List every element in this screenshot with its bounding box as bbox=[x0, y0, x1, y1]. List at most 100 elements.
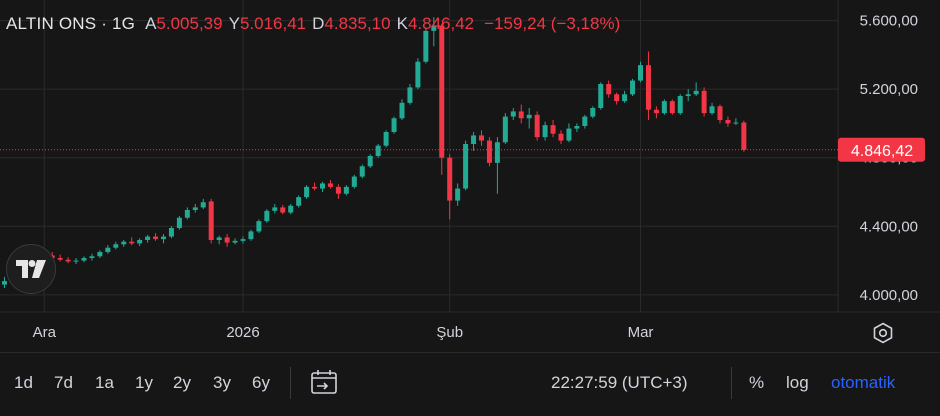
candle-body bbox=[153, 236, 159, 240]
candle-body bbox=[614, 94, 620, 102]
candle-body bbox=[653, 109, 659, 114]
candle-body bbox=[208, 201, 214, 240]
candle-body bbox=[168, 228, 174, 237]
candle-body bbox=[81, 258, 87, 261]
candle-body bbox=[455, 188, 461, 201]
candle-body bbox=[343, 186, 349, 194]
candle-body bbox=[630, 80, 636, 95]
high-label: Y bbox=[228, 14, 240, 33]
symbol-header: ALTIN ONS · 1G A 5.005,39 Y 5.016,41 D 4… bbox=[6, 14, 620, 34]
candle-body bbox=[725, 120, 731, 124]
close-value: 4.846,42 bbox=[407, 14, 475, 33]
candle-body bbox=[161, 236, 166, 240]
candle-body bbox=[590, 108, 596, 117]
candle-body bbox=[415, 61, 421, 88]
candle-body bbox=[335, 186, 341, 194]
range-3y-button[interactable]: 3y bbox=[213, 373, 231, 392]
candle-body bbox=[439, 25, 445, 158]
candle-body bbox=[2, 281, 7, 285]
candle-body bbox=[121, 241, 127, 245]
candle-body bbox=[264, 210, 270, 222]
price-tick-label: 4.400,00 bbox=[860, 218, 918, 235]
time-display[interactable]: 22:27:59 (UTC+3) bbox=[551, 373, 688, 392]
close-label: K bbox=[396, 14, 408, 33]
candle-body bbox=[304, 186, 310, 198]
range-1a-button[interactable]: 1a bbox=[95, 373, 114, 392]
candle-body bbox=[224, 237, 230, 243]
candle-body bbox=[137, 240, 143, 244]
last-price-label: 4.846,42 bbox=[851, 143, 913, 160]
candle-body bbox=[661, 101, 667, 114]
change-value: −159,24 (−3,18%) bbox=[484, 14, 621, 33]
high-value: 5.016,41 bbox=[239, 14, 307, 33]
candle-body bbox=[145, 236, 151, 240]
candle-body bbox=[296, 197, 302, 206]
candle-body bbox=[129, 241, 135, 244]
candle-body bbox=[685, 94, 691, 96]
candle-body bbox=[471, 135, 477, 144]
candle-body bbox=[256, 221, 262, 232]
candle-body bbox=[598, 84, 604, 108]
candle-body bbox=[288, 205, 294, 213]
time-axis[interactable]: Ara 2026 Şub Mar bbox=[33, 324, 654, 341]
candle-body bbox=[677, 96, 683, 114]
candle-body bbox=[542, 125, 548, 138]
candle-body bbox=[494, 142, 500, 163]
price-tick-label: 4.000,00 bbox=[860, 287, 918, 304]
candle-body bbox=[200, 202, 206, 208]
candle-body bbox=[566, 128, 572, 141]
candle-body bbox=[486, 140, 492, 163]
price-tick-label: 5.600,00 bbox=[860, 13, 918, 30]
auto-scale-toggle[interactable]: otomatik bbox=[831, 373, 896, 392]
candle-body bbox=[113, 244, 119, 248]
range-6y-button[interactable]: 6y bbox=[252, 373, 270, 392]
candle-body bbox=[73, 260, 79, 262]
symbol-name[interactable]: ALTIN ONS · 1G bbox=[6, 14, 136, 33]
open-label: A bbox=[145, 14, 157, 33]
candle-body bbox=[327, 183, 333, 187]
candle-body bbox=[550, 125, 556, 134]
candle-body bbox=[105, 247, 111, 252]
tradingview-logo-icon[interactable] bbox=[6, 244, 56, 294]
calendar-goto-icon[interactable] bbox=[310, 369, 338, 395]
candle-body bbox=[383, 132, 389, 146]
range-1d-button[interactable]: 1d bbox=[14, 373, 33, 392]
range-2y-button[interactable]: 2y bbox=[173, 373, 191, 392]
candle-body bbox=[534, 114, 540, 138]
candle-body bbox=[232, 240, 238, 243]
candle-body bbox=[526, 114, 532, 119]
settings-gear-icon[interactable] bbox=[872, 322, 894, 344]
percent-toggle[interactable]: % bbox=[749, 373, 765, 392]
candle-body bbox=[248, 231, 254, 240]
range-7d-button[interactable]: 7d bbox=[54, 373, 73, 392]
candle-body bbox=[280, 207, 286, 213]
toolbar-separator bbox=[290, 367, 291, 399]
log-toggle[interactable]: log bbox=[786, 373, 809, 392]
candle-body bbox=[391, 118, 397, 132]
candle-body bbox=[510, 111, 516, 117]
candle-body bbox=[447, 157, 453, 201]
candle-body bbox=[622, 94, 628, 102]
time-tick-label: 2026 bbox=[226, 324, 259, 341]
candle-body bbox=[216, 237, 222, 240]
candle-body bbox=[359, 166, 365, 177]
candle-body bbox=[669, 101, 675, 114]
candle-body bbox=[709, 106, 715, 114]
candle-body bbox=[582, 116, 588, 126]
candle-body bbox=[701, 90, 707, 114]
low-value: 4.835,10 bbox=[324, 14, 391, 33]
range-1y-button[interactable]: 1y bbox=[135, 373, 153, 392]
candle-body bbox=[351, 176, 357, 187]
candle-body bbox=[479, 135, 484, 141]
candle-body bbox=[176, 217, 182, 228]
candle-body bbox=[645, 65, 651, 110]
candle-body bbox=[518, 111, 524, 119]
candle-body bbox=[558, 133, 564, 141]
candle-body bbox=[733, 122, 739, 124]
candle-body bbox=[375, 145, 381, 156]
candles bbox=[2, 17, 747, 288]
candle-body bbox=[574, 126, 580, 129]
candle-body bbox=[320, 183, 325, 189]
candle-body bbox=[431, 25, 437, 31]
